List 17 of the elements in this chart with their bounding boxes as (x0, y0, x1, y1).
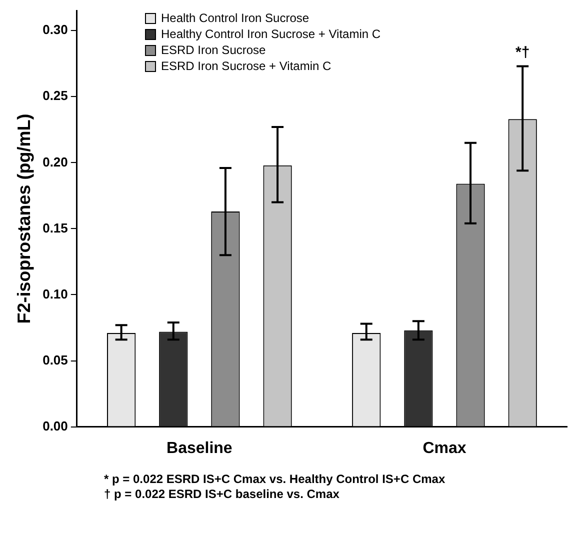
legend-label: ESRD Iron Sucrose (161, 42, 266, 58)
text: * p = 0.022 ESRD IS+C Cmax vs. Healthy Control IS+C Cmax (104, 472, 446, 487)
legend-label: Healthy Control Iron Sucrose + Vitamin C (161, 26, 381, 42)
legend-label: Health Control Iron Sucrose (161, 10, 310, 26)
y-tick-label: 0.05 (42, 352, 68, 368)
y-tick-label: 0.00 (42, 418, 68, 434)
y-tick-label: 0.10 (42, 286, 68, 302)
x-tick-label: Baseline (166, 440, 232, 457)
y-tick-label: 0.15 (42, 220, 68, 236)
x-tick-label: Cmax (422, 440, 466, 457)
annotation: *† (515, 44, 530, 61)
y-axis-title: F2-isoprostanes (pg/mL) (14, 114, 34, 324)
text: † p = 0.022 ESRD IS+C baseline vs. Cmax (104, 487, 340, 502)
legend-label: ESRD Iron Sucrose + Vitamin C (161, 58, 332, 74)
y-tick-label: 0.20 (42, 154, 68, 170)
y-tick-label: 0.25 (42, 88, 68, 104)
y-tick-label: 0.30 (42, 22, 68, 38)
